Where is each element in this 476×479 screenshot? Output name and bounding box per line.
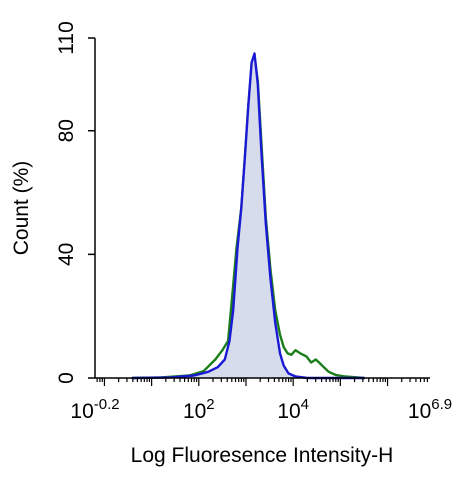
y-tick-label: 40 [55, 243, 78, 266]
series-1-line [131, 52, 366, 380]
y-tick-label: 80 [55, 119, 78, 142]
x-tick-label: 106.9 [408, 396, 452, 423]
x-tick-label: 104 [277, 396, 309, 423]
y-axis-title: Count (%) [10, 161, 33, 256]
x-tick-label: 102 [183, 396, 215, 423]
y-tick-label: 110 [55, 21, 78, 54]
x-axis-title: Log Fluoresence Intensity-H [131, 444, 394, 467]
x-tick-group: 10-0.2 102 104 106.9 [70, 378, 452, 423]
y-tick-label: 0 [55, 372, 78, 384]
x-tick-label: 10-0.2 [70, 396, 119, 423]
series-layer [131, 52, 366, 380]
series-1-area [132, 53, 364, 378]
y-tick-group: 0 40 80 110 [55, 21, 95, 384]
